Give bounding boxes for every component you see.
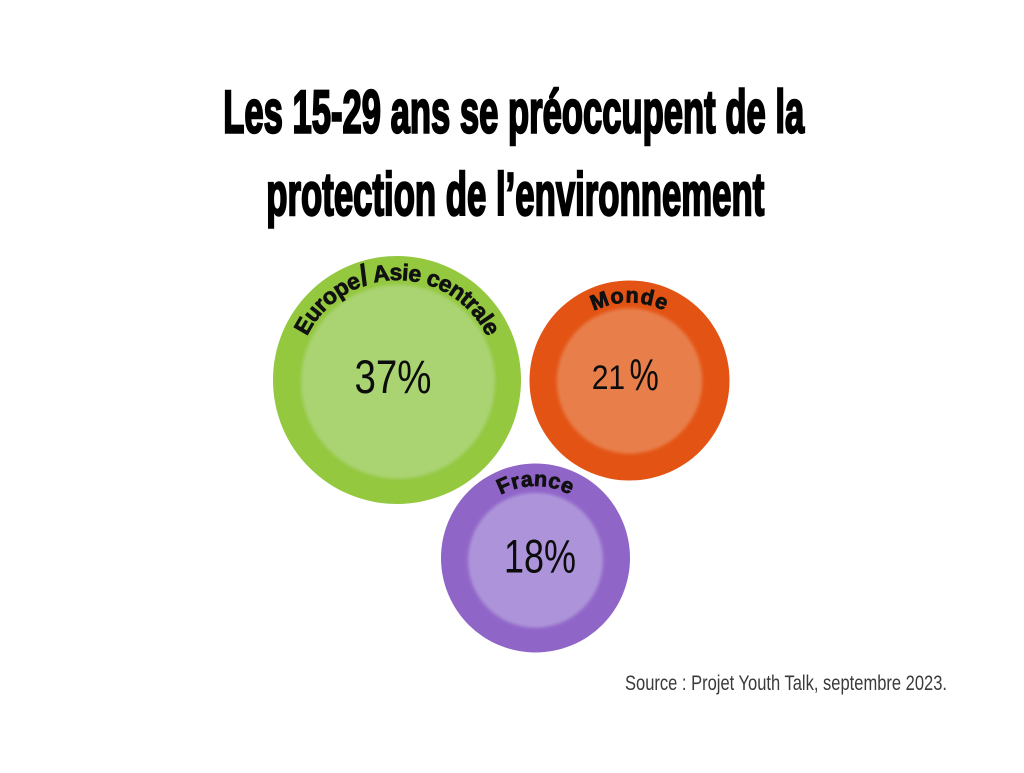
svg-text:18%: 18% bbox=[504, 531, 576, 584]
svg-text:21%: 21% bbox=[592, 351, 659, 400]
svg-text:protection de l’environnement: protection de l’environnement bbox=[266, 161, 764, 228]
svg-text:Les 15-29 ans se préoccupent d: Les 15-29 ans se préoccupent de la bbox=[223, 78, 804, 145]
svg-text:37%: 37% bbox=[355, 350, 432, 403]
svg-text:Source : Projet Youth Talk, se: Source : Projet Youth Talk, septembre 20… bbox=[625, 671, 947, 695]
